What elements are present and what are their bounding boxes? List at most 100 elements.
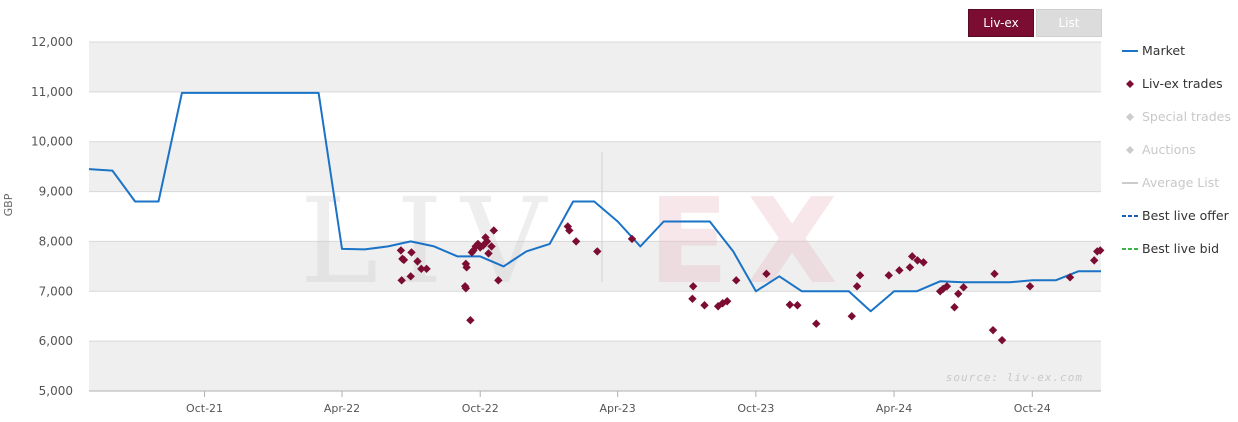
legend-label: Best live bid <box>1142 241 1220 256</box>
source-label: source: liv-ex.com <box>946 371 1083 384</box>
dash-symbol-icon <box>1122 215 1138 217</box>
tab-list[interactable]: List <box>1036 9 1102 37</box>
trade-point <box>907 252 917 261</box>
trade-point <box>466 316 475 325</box>
trade-point <box>997 335 1007 345</box>
trade-point <box>494 276 503 285</box>
plot-band <box>89 341 1101 391</box>
plot-band <box>89 91 1101 142</box>
trade-point <box>793 301 802 310</box>
trade-point <box>905 263 915 272</box>
diamond-symbol-icon <box>1126 146 1134 154</box>
x-tick-label: Apr-22 <box>324 402 360 415</box>
trade-point <box>852 282 862 291</box>
trade-point <box>785 300 795 309</box>
trade-point <box>812 319 821 328</box>
trade-point <box>855 271 865 280</box>
trade-point <box>919 258 928 267</box>
trade-point <box>407 248 416 257</box>
dash-symbol-icon <box>1122 248 1138 250</box>
x-tick-label: Apr-24 <box>876 402 912 415</box>
line-symbol-icon <box>1122 50 1138 52</box>
trade-point <box>482 237 492 246</box>
trade-point <box>406 272 415 281</box>
trade-point <box>396 246 406 255</box>
x-tick-label: Oct-23 <box>737 402 774 415</box>
watermark-liv: LIV <box>300 172 564 310</box>
x-axis: Oct-21 Apr-22 Oct-22 Apr-23 Oct-23 Apr-24 Oct-… <box>89 390 1101 415</box>
trade-point <box>417 264 426 274</box>
y-tick-label: 6,000 <box>39 334 73 348</box>
trade-point <box>1025 282 1035 291</box>
legend-label: Auctions <box>1142 142 1196 157</box>
trade-point <box>713 302 723 311</box>
trade-point <box>942 282 952 291</box>
trade-point <box>700 301 709 310</box>
trade-point <box>1090 256 1099 265</box>
trade-point <box>399 255 409 265</box>
legend-label: Special trades <box>1142 109 1231 124</box>
legend-item[interactable]: Special trades <box>1120 106 1231 139</box>
trade-point <box>481 233 490 242</box>
trade-point <box>413 257 422 266</box>
line-symbol-icon <box>1122 182 1138 184</box>
legend-item[interactable]: Best live bid <box>1120 238 1231 271</box>
trade-point <box>397 276 406 285</box>
x-tick-label: Oct-21 <box>186 402 223 415</box>
trade-point <box>718 299 727 308</box>
trade-point <box>950 303 959 312</box>
trade-point <box>571 237 581 246</box>
trade-point <box>688 294 697 303</box>
legend-label: Average List <box>1142 175 1220 190</box>
legend-item[interactable]: Market <box>1120 40 1231 73</box>
tab-livex[interactable]: Liv-ex <box>968 9 1034 37</box>
legend-item[interactable]: Auctions <box>1120 139 1231 172</box>
trade-point <box>762 269 771 279</box>
y-tick-label: 11,000 <box>31 85 73 99</box>
trade-point <box>1096 246 1105 255</box>
trade-point <box>627 234 637 244</box>
trade-point <box>884 271 893 280</box>
watermark-ex: EX <box>648 172 856 310</box>
trade-point <box>422 264 431 274</box>
trade-point <box>895 266 904 275</box>
chart-legend: Market Liv-ex trades Special trades Auction… <box>1120 40 1231 271</box>
diamond-symbol-icon <box>1126 80 1134 88</box>
trade-point <box>990 269 999 279</box>
x-tick-label: Oct-24 <box>1014 402 1051 415</box>
trade-point <box>1065 273 1075 282</box>
trade-point <box>461 284 471 293</box>
trade-point <box>593 247 602 256</box>
y-axis: 5,000 6,000 7,000 8,000 9,000 10,000 11,000 12,… <box>31 35 73 398</box>
plot-bands <box>89 41 1101 392</box>
trade-point <box>722 297 732 306</box>
plot-band <box>89 191 1101 242</box>
legend-item[interactable]: Liv-ex trades <box>1120 73 1231 106</box>
x-tick-label: Oct-22 <box>462 402 499 415</box>
y-axis-title: GBP <box>2 193 15 216</box>
plot-band <box>89 241 1101 292</box>
trade-point <box>565 226 574 235</box>
legend-item[interactable]: Average List <box>1120 172 1231 205</box>
y-tick-label: 9,000 <box>39 185 73 199</box>
trade-point <box>487 242 496 251</box>
trade-point <box>732 276 741 285</box>
legend-item[interactable]: Best live offer <box>1120 205 1231 238</box>
trade-point <box>479 241 488 250</box>
plot-band <box>89 141 1101 192</box>
plot-band <box>89 291 1101 342</box>
trade-point <box>563 222 573 231</box>
liv-ex-watermark: LIV EX <box>300 152 856 310</box>
trade-point <box>489 226 498 235</box>
livex-trades-series <box>396 222 1105 345</box>
trade-point <box>847 312 856 321</box>
trade-point <box>954 289 963 298</box>
x-tick-label: Apr-23 <box>600 402 636 415</box>
y-tick-label: 10,000 <box>31 135 73 149</box>
diamond-symbol-icon <box>1126 113 1134 121</box>
market-line <box>88 91 1101 313</box>
y-tick-label: 8,000 <box>39 234 73 248</box>
legend-label: Market <box>1142 43 1185 58</box>
market-series <box>88 91 1101 313</box>
